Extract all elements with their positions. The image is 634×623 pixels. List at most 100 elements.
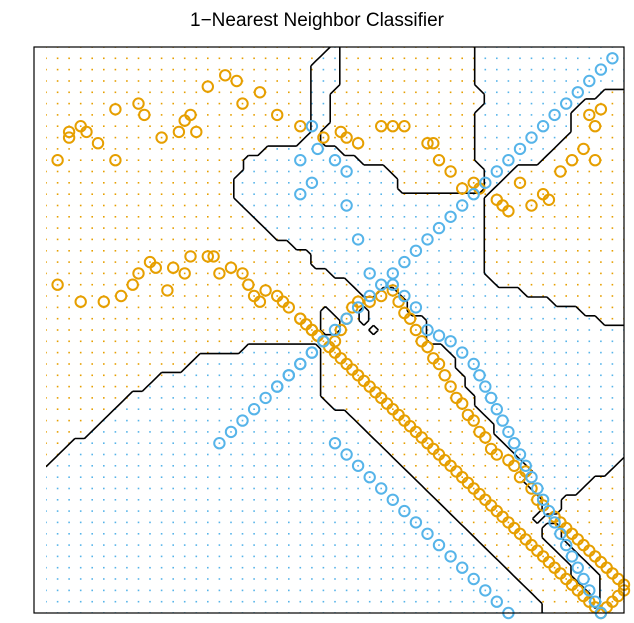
background-grid-dot xyxy=(392,136,394,139)
background-grid-dot xyxy=(253,125,255,127)
background-grid-dot xyxy=(230,374,232,377)
background-grid-dot xyxy=(472,159,475,161)
background-grid-dot xyxy=(299,487,302,490)
background-grid-dot xyxy=(553,351,556,354)
background-grid-dot xyxy=(160,80,163,82)
background-grid-dot xyxy=(322,204,325,207)
background-grid-dot xyxy=(438,182,440,184)
background-grid-dot xyxy=(565,204,567,207)
background-grid-dot xyxy=(611,125,614,127)
background-grid-dot xyxy=(611,114,614,116)
background-grid-dot xyxy=(345,408,348,410)
background-grid-dot xyxy=(195,397,198,399)
background-grid-dot xyxy=(415,159,417,161)
background-grid-dot xyxy=(368,555,371,558)
background-grid-dot xyxy=(426,272,429,275)
background-grid-dot xyxy=(600,499,602,501)
background-grid-dot xyxy=(299,283,302,286)
background-grid-dot xyxy=(253,555,255,558)
background-grid-dot xyxy=(322,589,325,592)
background-grid-dot xyxy=(195,521,198,524)
background-grid-dot xyxy=(172,250,174,252)
background-grid-dot xyxy=(160,351,163,354)
background-grid-dot xyxy=(449,182,452,184)
background-grid-dot xyxy=(195,238,198,241)
background-grid-dot xyxy=(172,306,174,309)
background-grid-dot xyxy=(577,600,579,603)
background-grid-dot xyxy=(565,397,567,399)
background-grid-dot xyxy=(368,363,371,365)
background-grid-dot xyxy=(438,216,440,218)
background-grid-dot xyxy=(79,329,82,331)
background-grid-dot xyxy=(542,306,544,309)
background-grid-dot xyxy=(322,363,325,365)
background-grid-dot xyxy=(472,182,475,184)
data-point-blue xyxy=(513,448,527,461)
background-grid-dot xyxy=(357,272,359,275)
background-grid-dot xyxy=(46,204,47,207)
background-grid-dot xyxy=(530,408,533,410)
background-grid-dot xyxy=(56,170,59,173)
background-grid-dot xyxy=(288,204,290,207)
background-grid-dot xyxy=(264,566,267,569)
background-grid-dot xyxy=(588,182,591,184)
background-grid-dot xyxy=(322,566,325,569)
background-grid-dot xyxy=(472,555,475,558)
background-grid-dot xyxy=(276,317,278,320)
background-grid-dot xyxy=(530,193,533,195)
background-grid-dot xyxy=(91,317,93,320)
background-grid-dot xyxy=(461,80,463,82)
background-grid-dot xyxy=(322,499,325,501)
background-grid-dot xyxy=(68,600,70,603)
background-grid-dot xyxy=(334,272,336,275)
background-grid-dot xyxy=(241,216,244,218)
background-grid-dot xyxy=(241,431,244,433)
data-point-blue xyxy=(398,289,411,303)
background-grid-dot xyxy=(160,544,163,546)
data-point-orange xyxy=(588,120,602,133)
background-grid-dot xyxy=(264,589,267,592)
background-grid-dot xyxy=(542,136,544,139)
background-grid-dot xyxy=(299,159,302,161)
background-grid-dot xyxy=(472,102,475,105)
background-grid-dot xyxy=(218,102,221,105)
plot-frame xyxy=(33,46,625,614)
background-grid-dot xyxy=(322,465,325,467)
background-grid-dot xyxy=(392,419,394,422)
background-grid-dot xyxy=(195,306,198,309)
background-grid-dot xyxy=(461,351,463,354)
data-point-orange xyxy=(444,380,457,393)
background-grid-dot xyxy=(519,351,521,354)
background-grid-dot xyxy=(426,317,429,320)
background-grid-dot xyxy=(264,317,267,320)
background-grid-dot xyxy=(288,521,290,524)
background-grid-dot xyxy=(403,544,406,546)
background-grid-dot xyxy=(149,544,151,546)
background-grid-dot xyxy=(195,419,198,422)
background-grid-dot xyxy=(449,521,452,524)
background-grid-dot xyxy=(449,533,452,535)
background-grid-dot xyxy=(218,363,221,365)
background-grid-dot xyxy=(241,340,244,343)
background-grid-dot xyxy=(288,136,290,139)
background-grid-dot xyxy=(322,521,325,524)
background-grid-dot xyxy=(172,487,174,490)
background-grid-dot xyxy=(368,91,371,94)
background-grid-dot xyxy=(519,238,521,241)
background-grid-dot xyxy=(380,216,382,218)
background-grid-dot xyxy=(472,600,475,603)
background-grid-dot xyxy=(149,340,151,343)
background-grid-dot xyxy=(530,148,533,150)
background-grid-dot xyxy=(264,250,267,252)
background-grid-dot xyxy=(345,363,348,365)
background-grid-dot xyxy=(553,238,556,241)
background-grid-dot xyxy=(91,91,93,94)
background-grid-dot xyxy=(472,385,475,388)
data-point-blue xyxy=(236,414,249,427)
background-grid-dot xyxy=(403,193,406,195)
background-grid-dot xyxy=(322,272,325,275)
background-grid-dot xyxy=(368,80,371,82)
background-grid-dot xyxy=(588,238,591,241)
background-grid-dot xyxy=(611,442,614,444)
background-grid-dot xyxy=(565,476,567,478)
